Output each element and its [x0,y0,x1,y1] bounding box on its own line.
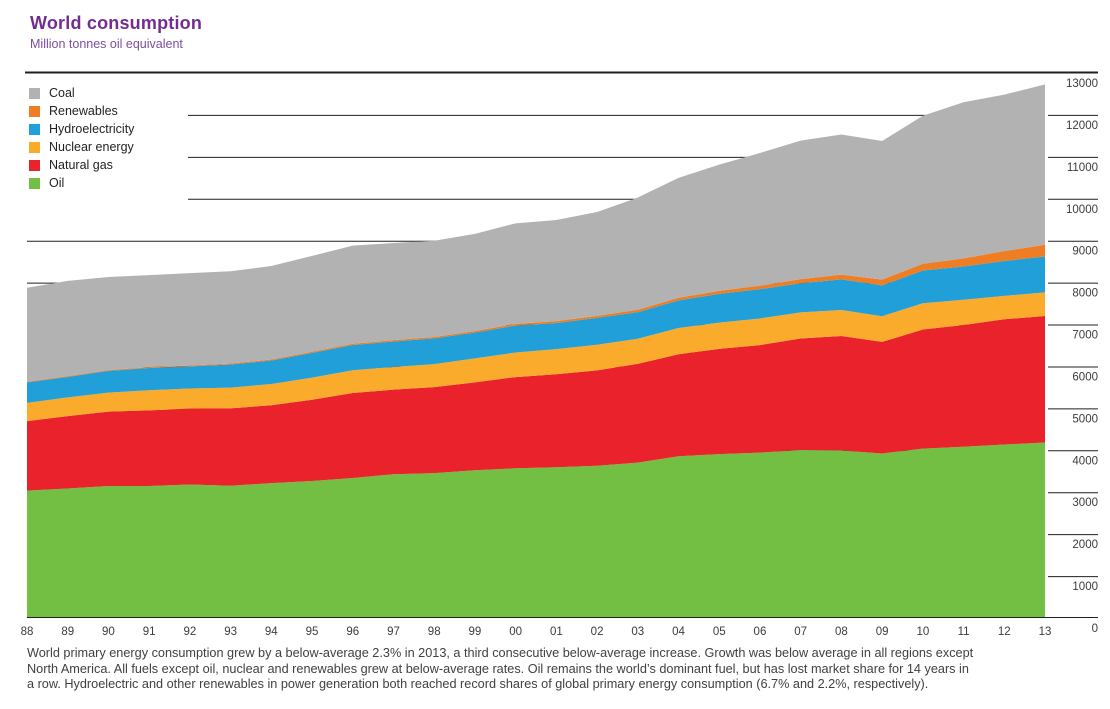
page-title: World consumption [30,13,203,33]
x-tick-label-91: 91 [143,626,156,638]
y-tick-label-4000: 4000 [1072,455,1098,467]
y-tick-label-6000: 6000 [1072,371,1098,383]
y-tick-label-7000: 7000 [1072,330,1098,342]
x-tick-label-00: 00 [509,626,522,638]
x-tick-label-89: 89 [61,626,74,638]
legend-item-oil: Oil [29,174,134,192]
x-tick-label-13: 13 [1039,626,1052,638]
legend-label: Oil [49,176,65,190]
x-tick-label-96: 96 [346,626,359,638]
legend-swatch-oil [29,177,40,189]
commentary-line: World primary energy consumption grew by… [27,646,974,660]
legend-swatch-hydroelectricity [29,123,40,135]
legend-item-hydroelectricity: Hydroelectricity [29,120,134,138]
chart-legend: Coal Renewables Hydroelectricity Nuclear en… [29,84,134,192]
y-tick-label-0: 0 [1092,623,1098,635]
x-tick-label-95: 95 [306,626,319,638]
x-tick-label-94: 94 [265,626,278,638]
chart-commentary: World primary energy consumption grew by… [27,646,1102,693]
legend-item-coal: Coal [29,84,134,102]
x-tick-label-07: 07 [794,626,807,638]
y-tick-label-2000: 2000 [1072,539,1098,551]
x-tick-label-93: 93 [224,626,237,638]
legend-label: Natural gas [49,158,113,172]
area-natural-gas [27,315,1045,491]
legend-item-nuclear-energy: Nuclear energy [29,138,134,156]
area-hydroelectricity [27,256,1045,403]
area-coal [27,84,1045,382]
x-tick-label-97: 97 [387,626,400,638]
commentary-line: North America. All fuels except oil, nuc… [27,661,969,676]
x-tick-label-08: 08 [835,626,848,638]
y-tick-label-13000: 13000 [1066,78,1098,90]
y-tick-label-5000: 5000 [1072,413,1098,425]
y-tick-label-3000: 3000 [1072,497,1098,509]
chart-units-subtitle: Million tonnes oil equivalent [30,37,183,51]
x-tick-label-90: 90 [102,626,115,638]
area-renewables [27,244,1045,383]
x-tick-label-99: 99 [469,626,482,638]
legend-swatch-natural-gas [29,159,40,171]
x-tick-label-10: 10 [916,626,929,638]
x-tick-label-01: 01 [550,626,563,638]
legend-item-natural-gas: Natural gas [29,156,134,174]
legend-label: Renewables [49,104,118,118]
commentary-line: a row. Hydroelectric and other renewable… [27,677,929,692]
x-tick-label-05: 05 [713,626,726,638]
area-nuclear-energy [27,292,1045,422]
y-tick-label-9000: 9000 [1072,246,1098,258]
legend-label: Hydroelectricity [49,122,135,136]
x-tick-label-92: 92 [183,626,196,638]
legend-swatch-renewables [29,105,40,117]
x-tick-label-88: 88 [21,626,34,638]
x-tick-label-06: 06 [754,626,767,638]
x-tick-label-11: 11 [958,626,970,638]
legend-swatch-coal [29,87,40,99]
x-tick-label-04: 04 [672,626,685,638]
x-tick-label-02: 02 [591,626,604,638]
y-tick-label-10000: 10000 [1066,204,1098,216]
legend-swatch-nuclear-energy [29,141,40,153]
y-tick-label-12000: 12000 [1066,120,1098,132]
x-tick-label-03: 03 [631,626,644,638]
legend-label: Coal [49,86,75,100]
y-tick-label-1000: 1000 [1072,581,1098,593]
legend-item-renewables: Renewables [29,102,134,120]
legend-label: Nuclear energy [49,140,134,154]
x-tick-label-98: 98 [428,626,441,638]
x-tick-label-12: 12 [998,626,1011,638]
area-oil [27,442,1045,618]
x-tick-label-09: 09 [876,626,889,638]
y-tick-label-8000: 8000 [1072,288,1098,300]
y-tick-label-11000: 11000 [1067,162,1098,174]
